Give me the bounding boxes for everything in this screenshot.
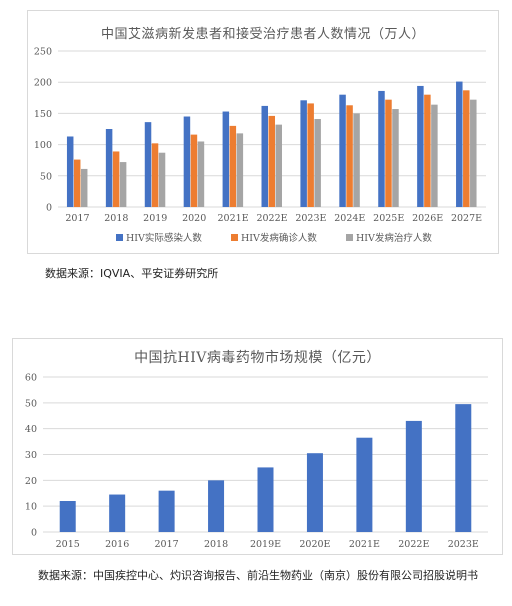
bar [257,467,274,532]
bar [229,125,237,207]
y-tick-label: 60 [25,373,37,384]
x-tick-label: 2023E [295,213,326,224]
bar [314,119,321,207]
bar [268,115,275,207]
bar [183,116,191,207]
bar [463,90,470,207]
x-tick-label: 2024E [334,213,365,224]
x-tick-label: 2017 [155,539,179,550]
chart-panel-drug-market: 中国抗HIV病毒药物市场规模（亿元） 0 10 20 30 40 50 60 2015 2016… [12,338,503,555]
bar [356,437,373,532]
bar [261,105,268,207]
y-tick-label: 10 [25,502,37,513]
bar [197,141,205,207]
bar [346,105,353,207]
bar [222,111,230,207]
x-tick-label: 2026E [412,213,443,224]
bar [109,494,126,532]
y-tick-label: 50 [40,171,52,182]
bar [112,151,120,207]
y-tick-label: 20 [25,476,37,487]
bar [80,168,88,207]
x-tick-label: 2017 [65,213,89,224]
bar [208,480,225,532]
x-tick-label: 2018 [204,539,228,550]
x-tick-label: 2020E [299,539,330,550]
bar [378,90,385,207]
bar [431,104,438,207]
x-tick-label: 2021E [218,213,249,224]
bar [455,404,472,532]
bar [456,81,463,207]
chart-title: 中国艾滋病新发患者和接受治疗患者人数情况（万人） [100,27,425,42]
y-tick-label: 40 [25,424,37,435]
x-tick-label: 2023E [448,539,479,550]
y-tick-label: 150 [34,109,52,120]
x-tick-label: 2015 [56,539,80,550]
chart-panel-hiv-patients: 中国艾滋病新发患者和接受治疗患者人数情况（万人） 0 50 100 150 200 250… [27,10,499,254]
y-tick-label: 100 [34,140,52,151]
bar [470,99,477,207]
x-tick-label: 2020 [182,213,206,224]
bar [158,490,175,532]
bar [151,143,159,207]
bar [339,94,346,207]
bar [105,129,113,207]
hiv-patients-bar-chart: 0 50 100 150 200 250 2017 2018 2019 2020 2021E 2022… [34,47,486,244]
bar [417,85,424,207]
data-source-note: 数据来源：IQVIA、平安证券研究所 [45,267,219,280]
bar [275,124,282,207]
legend-swatch [346,234,353,241]
bar [236,133,244,207]
x-tick-label: 2025E [373,213,404,224]
y-tick-label: 250 [34,47,52,58]
bar [424,94,431,207]
y-tick-label: 0 [46,203,52,214]
legend-label: HIV发病确诊人数 [241,232,317,244]
legend-label: HIV实际感染人数 [126,232,202,244]
x-tick-label: 2022E [256,213,287,224]
x-tick-label: 2016 [105,539,129,550]
bar [158,152,166,207]
y-tick-label: 200 [34,78,52,89]
x-tick-label: 2019 [143,213,167,224]
x-tick-label: 2018 [104,213,128,224]
legend-label: HIV发病治疗人数 [356,232,432,244]
x-tick-label: 2022E [398,539,429,550]
chart-title: 中国抗HIV病毒药物市场规模（亿元） [134,350,381,366]
bar [405,420,422,532]
bar [59,501,76,532]
y-tick-label: 30 [25,450,37,461]
legend-swatch [116,234,123,241]
bar [66,136,74,207]
x-tick-label: 2027E [451,213,482,224]
bar [144,122,152,207]
bar [119,162,127,207]
bar [385,99,392,207]
drug-market-bar-chart: 0 10 20 30 40 50 60 2015 2016 2017 2018 2019E 2020E 2… [25,373,488,550]
x-tick-label: 2019E [250,539,281,550]
bar [73,159,81,207]
bar [190,134,198,207]
y-tick-label: 50 [25,398,37,409]
bar [392,109,399,207]
data-source-note: 数据来源：中国疾控中心、灼识咨询报告、前沿生物药业（南京）股份有限公司招股说明书 [38,569,478,582]
y-tick-label: 0 [31,528,37,539]
legend-swatch [231,234,238,241]
bar [300,100,307,207]
bar [353,113,360,207]
x-tick-label: 2021E [349,539,380,550]
bar [307,103,314,207]
bar [306,453,323,532]
